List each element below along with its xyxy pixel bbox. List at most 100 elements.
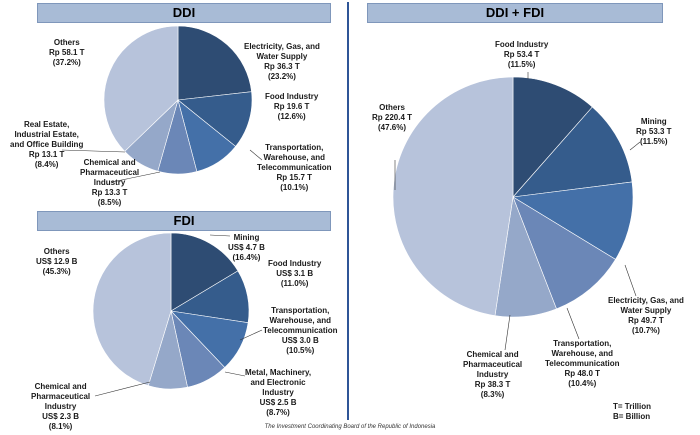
fdi-label-mining: Mining US$ 4.7 B (16.4%) <box>228 233 265 263</box>
label-line: Rp 220.4 T <box>372 113 413 122</box>
combined-slice-electricity-gas-and-water-supply <box>512 181 634 260</box>
combined-slice-mining <box>512 106 633 198</box>
label-line: Chemical and <box>83 158 136 167</box>
label-line: Telecommunication <box>257 163 332 172</box>
combined-label-others: Others Rp 220.4 T (47.6%) <box>372 103 412 133</box>
label-line: Rp 53.4 T <box>503 50 540 59</box>
label-line: Mining <box>233 233 260 242</box>
label-line: Electricity, Gas, and <box>244 42 320 51</box>
label-line: Rp 13.1 T <box>28 150 65 159</box>
label-line: Telecommunication <box>263 326 338 335</box>
label-line: Others <box>379 103 405 112</box>
label-line: Warehouse, and <box>551 349 614 358</box>
label-line: Warehouse, and <box>269 316 332 325</box>
label-line: US$ 12.9 B <box>36 257 78 266</box>
label-line: (37.2%) <box>52 58 81 67</box>
label-line: (11.5%) <box>507 60 536 69</box>
ddi-label-real-estate: Real Estate, Industrial Estate, and Office… <box>10 120 83 170</box>
label-line: Industry <box>44 402 77 411</box>
footer-source: The Investment Coordinating Board of the… <box>264 424 436 430</box>
ddi-slice-food-industry <box>177 91 253 147</box>
fdi-label-chemical: Chemical and Pharmaceutical Industry US$ 2.… <box>31 382 90 432</box>
ddi-pie-chart <box>103 25 253 175</box>
label-line: Others <box>43 247 70 256</box>
label-line: Food Industry <box>268 259 322 268</box>
label-line: (12.6%) <box>277 112 306 121</box>
ddi-slice-electricity-gas-and-water-supply <box>177 25 252 101</box>
label-line: Rp 15.7 T <box>276 173 313 182</box>
label-line: Industry <box>262 388 294 397</box>
label-line: Pharmaceutical <box>80 168 140 177</box>
label-line: Water Supply <box>620 306 672 315</box>
label-line: (8.3%) <box>480 390 505 399</box>
combined-label-transportation: Transportation, Warehouse, and Telecommuni… <box>545 339 620 389</box>
label-line: Rp 48.0 T <box>564 369 601 378</box>
fdi-slice-mining <box>170 232 239 312</box>
fdi-label-others: Others US$ 12.9 B (45.3%) <box>36 247 77 277</box>
label-line: Electricity, Gas, and <box>608 296 684 305</box>
label-line: Chemical and <box>34 382 87 391</box>
ddi-label-transportation: Transportation, Warehouse, and Telecommuni… <box>257 143 332 193</box>
label-line: US$ 3.1 B <box>276 269 314 278</box>
label-line: Rp 13.3 T <box>91 188 128 197</box>
label-line: Rp 53.3 T <box>636 127 672 136</box>
label-line: (10.4%) <box>568 379 597 388</box>
fdi-label-metal: Metal, Machinery, and Electronic Industry U… <box>245 368 311 418</box>
label-line: (8.5%) <box>97 198 122 207</box>
fdi-slice-others <box>92 232 172 386</box>
ddi-label-food: Food Industry Rp 19.6 T (12.6%) <box>265 92 318 122</box>
label-line: (10.5%) <box>286 346 315 355</box>
fdi-pie-chart <box>92 232 250 390</box>
label-line: Mining <box>640 117 667 126</box>
label-line: (47.6%) <box>378 123 407 132</box>
fdi-label-food: Food Industry US$ 3.1 B (11.0%) <box>268 259 321 289</box>
label-line: Metal, Machinery, <box>245 368 312 377</box>
ddi-header: DDI <box>37 3 331 23</box>
label-line: (10.1%) <box>280 183 309 192</box>
combined-label-food: Food Industry Rp 53.4 T (11.5%) <box>495 40 548 70</box>
label-line: Warehouse, and <box>263 153 326 162</box>
legend-trillion: T= Trillion <box>613 402 652 411</box>
label-line: Pharmaceutical <box>31 392 91 401</box>
panel-divider <box>347 2 349 420</box>
label-line: Rp 36.3 T <box>264 62 300 71</box>
label-line: Transportation, <box>271 306 330 315</box>
label-line: Industry <box>476 370 509 379</box>
label-line: (23.2%) <box>267 72 296 81</box>
label-line: Rp 19.6 T <box>273 102 310 111</box>
label-line: (8.7%) <box>266 408 290 417</box>
label-line: Industrial Estate, <box>14 130 79 139</box>
ddi-fdi-header: DDI + FDI <box>367 3 663 23</box>
label-line: (16.4%) <box>232 253 261 262</box>
label-line: Rp 58.1 T <box>49 48 85 57</box>
label-line: Food Industry <box>265 92 319 101</box>
label-line: and Electronic <box>250 378 306 387</box>
label-line: (8.4%) <box>34 160 59 169</box>
fdi-header: FDI <box>37 211 331 231</box>
combined-slice-transportation-warehouse-and-telecommunication <box>512 196 616 310</box>
label-line: Rp 49.7 T <box>628 316 664 325</box>
label-line: (10.7%) <box>631 326 660 335</box>
ddi-label-electricity: Electricity, Gas, and Water Supply Rp 36.3… <box>244 42 320 82</box>
label-line: Rp 38.3 T <box>474 380 511 389</box>
label-line: (8.1%) <box>48 422 73 431</box>
label-line: and Office Building <box>10 140 84 149</box>
label-line: US$ 3.0 B <box>281 336 319 345</box>
label-line: US$ 4.7 B <box>228 243 265 252</box>
label-line: Food Industry <box>495 40 549 49</box>
label-line: Water Supply <box>256 52 308 61</box>
label-line: US$ 2.5 B <box>259 398 297 407</box>
combined-label-mining: Mining Rp 53.3 T (11.5%) <box>636 117 672 147</box>
ddi-label-chemical: Chemical and Pharmaceutical Industry Rp 13.… <box>80 158 139 208</box>
label-line: Real Estate, <box>23 120 70 129</box>
label-line: (45.3%) <box>42 267 71 276</box>
label-line: Others <box>53 38 80 47</box>
label-line: Chemical and <box>466 350 519 359</box>
label-line: Pharmaceutical <box>463 360 523 369</box>
label-line: (11.0%) <box>280 279 309 288</box>
combined-label-electricity: Electricity, Gas, and Water Supply Rp 49.7… <box>608 296 684 336</box>
label-line: Telecommunication <box>545 359 620 368</box>
fdi-label-transportation: Transportation, Warehouse, and Telecommuni… <box>263 306 338 356</box>
combined-label-chemical: Chemical and Pharmaceutical Industry Rp 38.… <box>463 350 522 400</box>
combined-slice-food-industry <box>512 76 593 198</box>
